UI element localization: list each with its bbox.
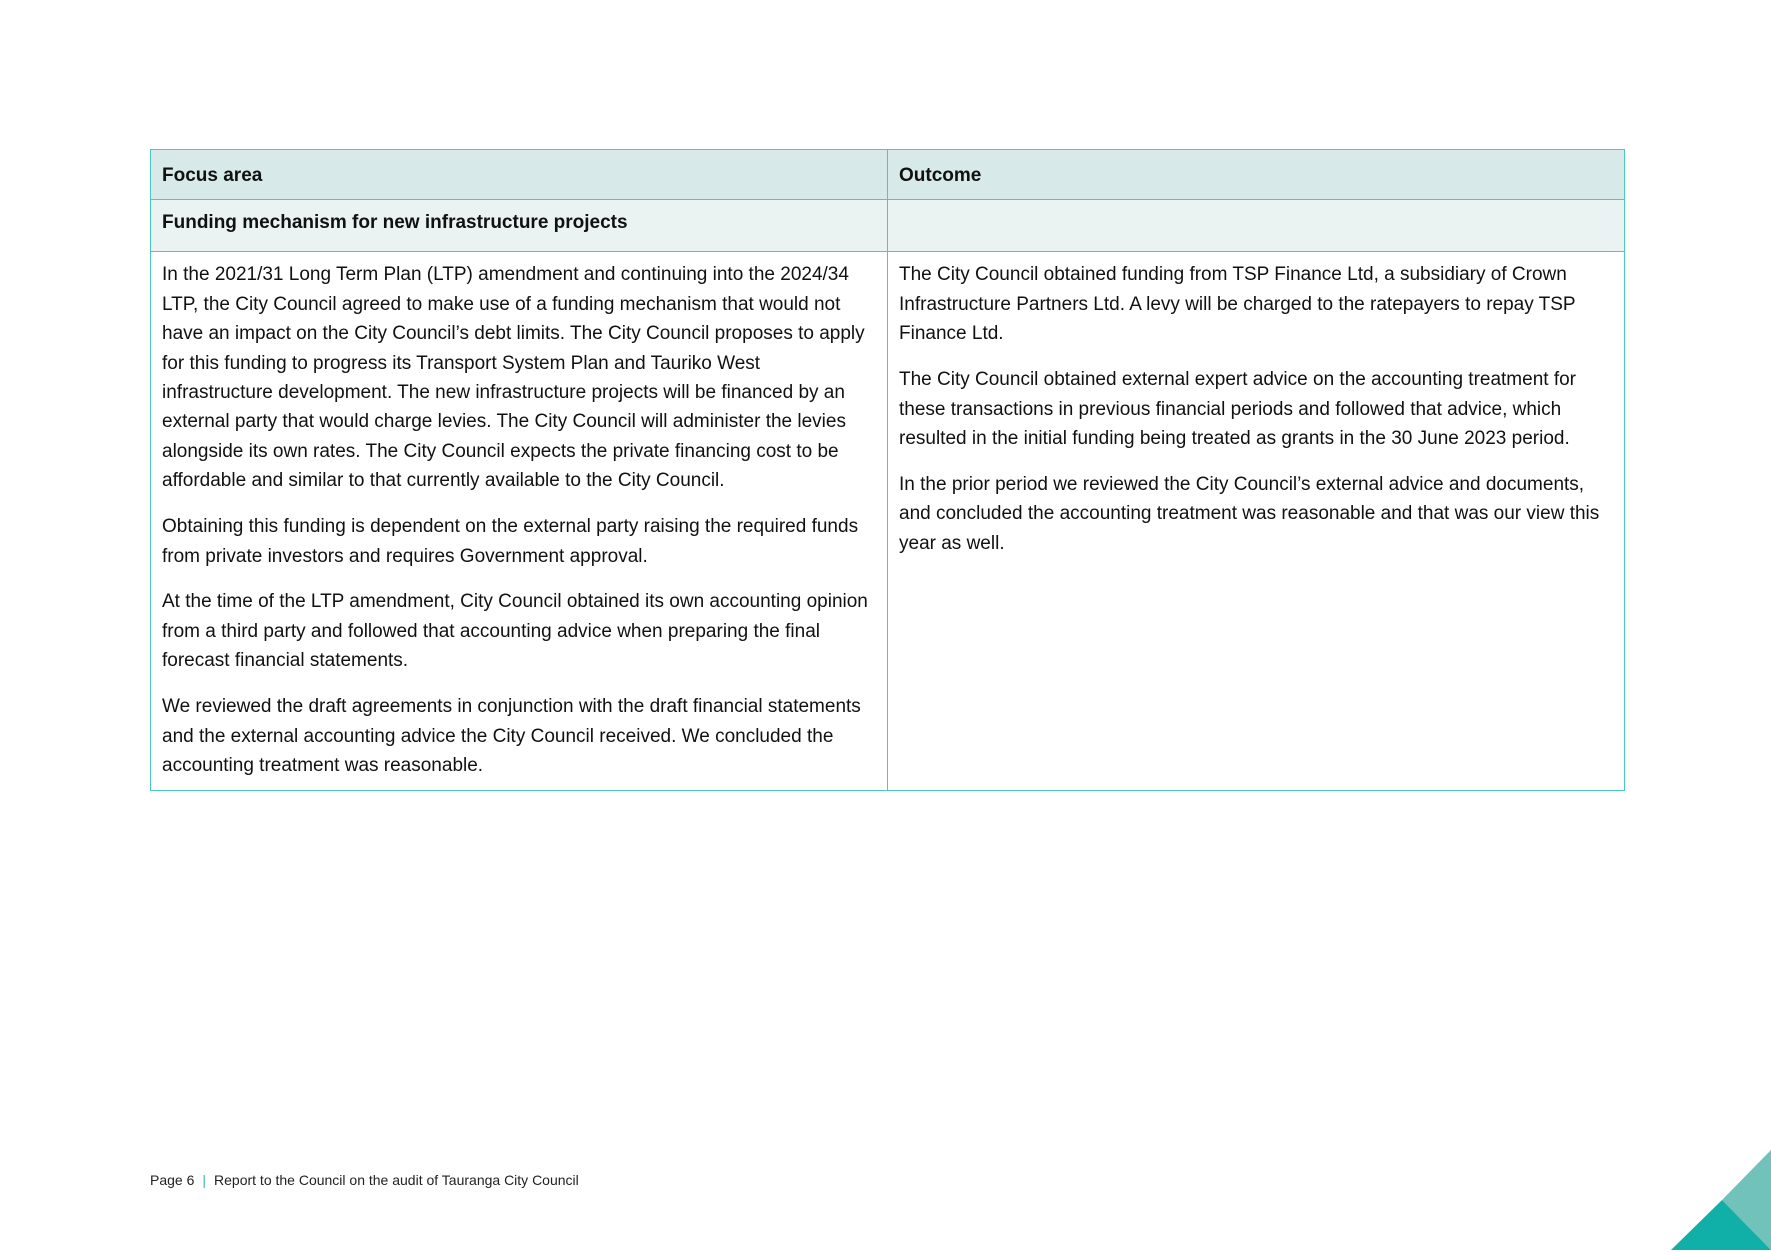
outcome-paragraph: The City Council obtained external exper… bbox=[899, 369, 1576, 449]
section-row: Funding mechanism for new infrastructure… bbox=[150, 199, 1625, 253]
focus-outcome-table: Focus area Outcome Funding mechanism for… bbox=[150, 148, 1625, 792]
focus-paragraph: Obtaining this funding is dependent on t… bbox=[162, 516, 859, 567]
header-outcome: Outcome bbox=[887, 148, 1625, 201]
focus-paragraph: We reviewed the draft agreements in conj… bbox=[162, 696, 861, 776]
page-number: Page 6 bbox=[150, 1172, 195, 1188]
focus-paragraph: In the 2021/31 Long Term Plan (LTP) amen… bbox=[162, 264, 865, 492]
table-row: In the 2021/31 Long Term Plan (LTP) amen… bbox=[150, 251, 1625, 792]
section-empty-cell bbox=[887, 199, 1625, 253]
footer-title: Report to the Council on the audit of Ta… bbox=[214, 1172, 579, 1188]
corner-dark-triangle bbox=[1671, 1200, 1771, 1250]
focus-cell: In the 2021/31 Long Term Plan (LTP) amen… bbox=[150, 251, 888, 792]
focus-paragraph: At the time of the LTP amendment, City C… bbox=[162, 591, 868, 672]
outcome-cell: The City Council obtained funding from T… bbox=[887, 251, 1625, 792]
outcome-paragraph: In the prior period we reviewed the City… bbox=[899, 473, 1600, 554]
corner-light-triangle bbox=[1722, 1150, 1771, 1250]
footer-separator: | bbox=[202, 1172, 207, 1188]
page-footer: Page 6 | Report to the Council on the audi… bbox=[150, 1172, 579, 1188]
table-header-row: Focus area Outcome bbox=[150, 148, 1625, 201]
outcome-paragraph: The City Council obtained funding from T… bbox=[899, 264, 1576, 345]
header-focus-area: Focus area bbox=[150, 148, 888, 201]
